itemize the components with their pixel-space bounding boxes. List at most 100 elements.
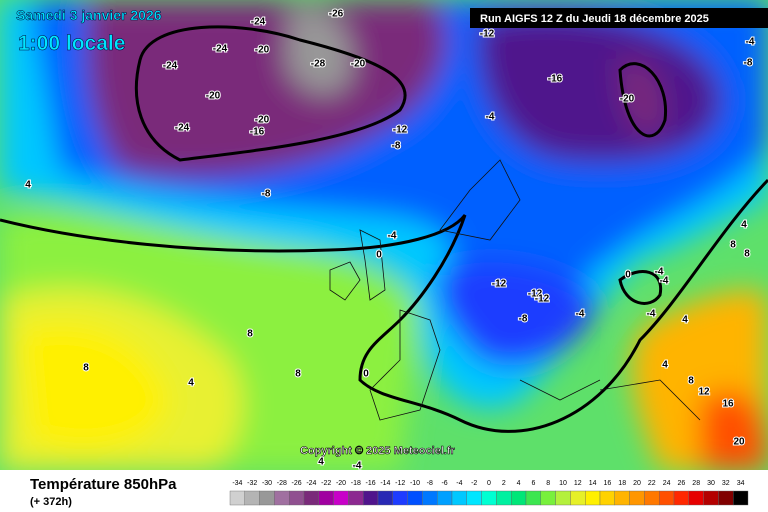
scale-swatch xyxy=(673,490,690,506)
scale-label: -22 xyxy=(321,480,331,487)
contour-label: -12 xyxy=(535,294,550,305)
contour-label: -12 xyxy=(492,279,507,290)
contour-label: -24 xyxy=(213,44,228,55)
scale-swatch xyxy=(555,490,571,506)
scale-swatch xyxy=(303,490,320,506)
scale-swatch xyxy=(481,490,497,506)
contour-label: -20 xyxy=(255,45,270,56)
scale-swatch xyxy=(333,490,349,506)
contour-label: 8 xyxy=(83,363,89,374)
scale-swatch xyxy=(599,490,616,506)
contour-label: -20 xyxy=(620,94,635,105)
contour-label: -20 xyxy=(351,59,366,70)
scale-label: 2 xyxy=(502,480,506,487)
scale-label: -28 xyxy=(277,480,287,487)
forecast-date: Samedi 3 janvier 2026 xyxy=(16,7,162,23)
contour-label: -20 xyxy=(255,115,270,126)
scale-swatch xyxy=(392,490,408,506)
scale-swatch xyxy=(496,490,512,506)
scale-label: -18 xyxy=(351,480,361,487)
scale-swatch xyxy=(377,490,394,506)
scale-label: 24 xyxy=(663,480,671,487)
contour-label: -4 xyxy=(647,309,656,320)
scale-swatch xyxy=(437,490,453,506)
contour-label: -4 xyxy=(353,461,362,472)
contour-label: 0 xyxy=(376,250,382,261)
contour-label: -24 xyxy=(163,61,178,72)
contour-label: -12 xyxy=(393,125,408,136)
scale-swatch xyxy=(703,490,719,506)
contour-labels: -24-26-24 -20-28 -20-24-20-24-20-16 -12-8-8… xyxy=(24,8,756,473)
scale-swatch xyxy=(274,490,290,506)
scale-label: -6 xyxy=(441,480,447,487)
scale-label: -20 xyxy=(336,480,346,487)
scale-label: 28 xyxy=(692,480,700,487)
scale-swatch xyxy=(585,490,601,506)
contour-label: -20 xyxy=(206,91,221,102)
scale-label: -24 xyxy=(306,480,316,487)
scale-label: -10 xyxy=(410,480,420,487)
scale-label: 6 xyxy=(531,480,535,487)
contour-label: 0 xyxy=(625,270,631,281)
scale-swatch xyxy=(688,490,704,506)
contour-label: 8 xyxy=(744,249,750,260)
scale-label: -32 xyxy=(247,480,257,487)
scale-swatch xyxy=(451,490,468,506)
contour-label: -4 xyxy=(486,112,495,123)
run-box xyxy=(470,8,768,28)
footer-lead: (+ 372h) xyxy=(30,496,72,508)
scale-swatch xyxy=(348,490,364,506)
contour-label: -4 xyxy=(655,267,664,278)
scale-label: 4 xyxy=(517,480,521,487)
scale-swatch xyxy=(525,490,542,506)
scale-label: -16 xyxy=(366,480,376,487)
scale-swatch xyxy=(644,490,660,506)
scale-label: -8 xyxy=(427,480,433,487)
scale-label: -26 xyxy=(292,480,302,487)
contour-label: -24 xyxy=(175,123,190,134)
contour-label: -4 xyxy=(660,276,669,287)
scale-label: -14 xyxy=(380,480,390,487)
scale-label: 26 xyxy=(678,480,686,487)
contour-label: 8 xyxy=(247,329,253,340)
contour-label: 0 xyxy=(363,369,369,380)
contour-label: 4 xyxy=(25,180,31,191)
scale-swatch xyxy=(659,490,675,506)
contour-label: 16 xyxy=(722,399,734,410)
scale-label: -34 xyxy=(232,480,242,487)
scale-swatch xyxy=(363,490,379,506)
contour-label: 4 xyxy=(662,360,668,371)
scale-label: 32 xyxy=(722,480,730,487)
scale-swatch xyxy=(540,490,556,506)
scale-swatch xyxy=(259,490,275,506)
contour-label: -8 xyxy=(519,314,528,325)
contour-label: -4 xyxy=(388,231,397,242)
contour-label: -16 xyxy=(250,127,265,138)
scale-label: -2 xyxy=(471,480,477,487)
scale-swatch xyxy=(614,490,630,506)
contour-label: -4 xyxy=(746,37,755,48)
scale-swatch xyxy=(718,490,734,506)
scale-label: -4 xyxy=(456,480,462,487)
scale-label: 20 xyxy=(633,480,641,487)
contour-label: -8 xyxy=(262,189,271,200)
contour-label: -8 xyxy=(744,58,753,69)
scale-label: 14 xyxy=(589,480,597,487)
scale-swatch xyxy=(422,490,438,506)
scale-label: -30 xyxy=(262,480,272,487)
scale-label: 34 xyxy=(737,480,745,487)
contour-label: -28 xyxy=(311,59,326,70)
scale-label: 8 xyxy=(546,480,550,487)
contour-label: 12 xyxy=(698,387,710,398)
contour-label: -16 xyxy=(548,74,563,85)
copyright: Copyright © 2025 Meteociel.fr xyxy=(300,445,456,457)
scale-label: 12 xyxy=(574,480,582,487)
scale-label: 10 xyxy=(559,480,567,487)
contour-label: -26 xyxy=(329,9,344,20)
scale-label: 22 xyxy=(648,480,656,487)
scale-label: 30 xyxy=(707,480,715,487)
run-info: Run AIGFS 12 Z du Jeudi 18 décembre 2025 xyxy=(480,13,709,25)
temperature-field xyxy=(0,0,768,470)
